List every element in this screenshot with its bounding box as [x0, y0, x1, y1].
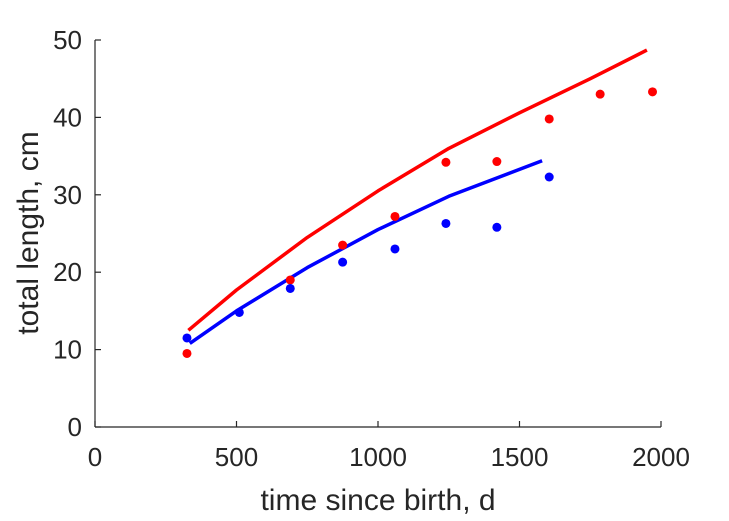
data-point-blue — [234, 307, 244, 317]
y-tick-label: 40 — [53, 102, 82, 132]
y-tick-label: 50 — [53, 25, 82, 55]
x-tick-label: 1500 — [491, 442, 549, 472]
y-axis-label: total length, cm — [12, 131, 45, 334]
data-point-blue — [441, 218, 451, 228]
data-point-blue — [182, 333, 192, 343]
fit-line-red — [187, 48, 648, 332]
fit-line-blue — [188, 159, 543, 345]
x-tick-label: 0 — [88, 442, 102, 472]
data-point-red — [285, 275, 295, 285]
data-point-red — [390, 211, 400, 221]
plot-area: 0 500 1000 1500 2000 0 10 20 30 40 50 — [53, 25, 690, 472]
data-point-blue — [285, 283, 295, 293]
x-axis-label: time since birth, d — [260, 484, 495, 517]
y-ticks: 0 10 20 30 40 50 — [53, 25, 101, 442]
y-tick-label: 20 — [53, 257, 82, 287]
data-point-red — [338, 240, 348, 250]
data-point-blue — [338, 257, 348, 267]
data-point-blue — [390, 244, 400, 254]
data-point-red — [182, 348, 192, 358]
data-point-red — [544, 114, 554, 124]
y-tick-label: 0 — [68, 412, 82, 442]
data-point-red — [441, 157, 451, 167]
y-tick-label: 10 — [53, 335, 82, 365]
x-tick-label: 1000 — [349, 442, 407, 472]
x-tick-label: 2000 — [632, 442, 690, 472]
data-points — [182, 87, 658, 358]
data-point-red — [648, 87, 658, 97]
y-tick-label: 30 — [53, 180, 82, 210]
data-point-blue — [492, 222, 502, 232]
fit-lines — [187, 48, 648, 345]
data-point-blue — [544, 172, 554, 182]
data-point-red — [595, 89, 605, 99]
data-point-red — [492, 157, 502, 167]
x-tick-label: 500 — [215, 442, 258, 472]
x-ticks: 0 500 1000 1500 2000 — [88, 421, 690, 472]
